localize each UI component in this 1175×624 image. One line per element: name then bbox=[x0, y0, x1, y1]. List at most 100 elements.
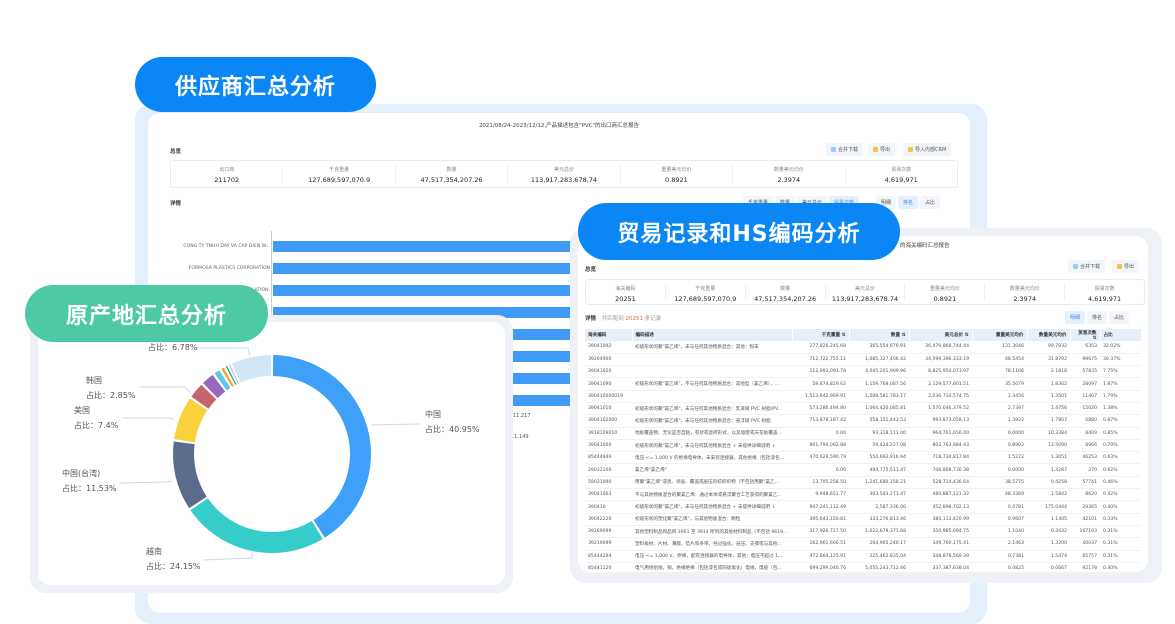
table-cell: 0.3432 bbox=[1027, 525, 1070, 539]
summary-cell: 数量美元均价 2.3974 bbox=[985, 284, 1066, 303]
table-row[interactable]: 39219099 塑料板材、片材、薄膜、箔片和条带，经过强化、层压、支撑或与其他.… bbox=[585, 537, 1141, 551]
table-cell: 78.1106 bbox=[972, 365, 1027, 379]
table-cell: 7.75% bbox=[1100, 365, 1141, 379]
origin-analysis-badge: 原产地汇总分析 bbox=[25, 285, 268, 342]
table-cell: 1.3456 bbox=[972, 390, 1027, 403]
table-cell: 32.02% bbox=[1100, 341, 1141, 354]
table-cell: 氯乙烯"氯乙烯" bbox=[632, 463, 792, 477]
table-row[interactable]: 39041000 初级形状的聚"氯乙烯"，未与任何其他物质混合 + 未提供详细说明… bbox=[585, 439, 1141, 453]
table-cell: 57741 bbox=[1070, 476, 1100, 490]
summary-value: 2.3974 bbox=[777, 176, 801, 184]
supplier-overview-label: 总览 bbox=[170, 149, 182, 155]
summary-label: 出口商 bbox=[219, 167, 235, 173]
column-header[interactable]: 美元总价 ⇅ bbox=[909, 329, 973, 341]
table-cell: 390410000019 bbox=[585, 390, 632, 403]
table-cell: 993,873,058.13 bbox=[909, 414, 972, 428]
table-cell: 59,874,829.62 bbox=[792, 377, 849, 391]
column-header[interactable]: 数量 ⇅ bbox=[849, 329, 910, 341]
table-cell: 1,022,679,371.68 bbox=[849, 525, 909, 539]
table-row[interactable]: 39041003 不与其他物质混合的聚氯乙烯：通过本体或悬浮聚合工艺获得的聚氯乙.… bbox=[585, 488, 1141, 502]
column-header[interactable]: 占比 bbox=[1100, 329, 1142, 341]
tab-view-tabs[interactable]: 排名 bbox=[1087, 311, 1108, 324]
summary-value: 0.8921 bbox=[933, 295, 957, 303]
table-row[interactable]: 39042220 初级形状的塑化聚"氯乙烯"，与其他物质混合：颗粒 395,643,… bbox=[585, 513, 1141, 526]
table-row[interactable]: 39204900 712,722,755.11 1,085,327,406.42 34… bbox=[585, 353, 1141, 367]
trade-analysis-badge: 贸易记录和HS编码分析 bbox=[578, 203, 900, 260]
column-header[interactable]: 海关编码 bbox=[585, 329, 633, 341]
table-cell: 8966 bbox=[1070, 439, 1100, 453]
table-cell: 29365 bbox=[1070, 500, 1100, 514]
import-crm-button[interactable]: 导入内部CRM bbox=[903, 143, 952, 156]
table-cell: 0.4781 bbox=[972, 500, 1027, 514]
table-cell: 11407 bbox=[1070, 390, 1100, 403]
summary-value: 4,619,971 bbox=[884, 176, 918, 184]
tab-view-tabs[interactable]: 排名 bbox=[898, 196, 919, 209]
table-cell: 1,064,420,085.81 bbox=[849, 402, 909, 416]
table-cell: 0.85% bbox=[1100, 427, 1141, 440]
table-cell: 28097 bbox=[1070, 377, 1100, 391]
table-row[interactable]: 85441120 电气用绕组线，铜，绝缘绝缘（包括漆包或阳极氧化）电线，电缆（包.… bbox=[585, 562, 1141, 572]
table-row[interactable]: 39041092 初级形状的聚"氯乙烯"，未与任何其他物质混合：其他：粉末 277,… bbox=[585, 341, 1141, 354]
slice-percent: 占比：40.95% bbox=[425, 425, 480, 434]
import-icon bbox=[908, 147, 913, 152]
bar-label: CONG TY TNHH DAY VA CAP DIEN W... bbox=[183, 244, 270, 249]
trade-overview-label: 总览 bbox=[585, 267, 597, 273]
summary-label: 千克重量 bbox=[329, 167, 350, 173]
table-row[interactable]: 39041020 112,993,091.78 4,045,201,909.96 8,… bbox=[585, 365, 1141, 379]
supplier-analysis-badge: 供应商汇总分析 bbox=[135, 57, 376, 112]
table-cell: 348,878,569.39 bbox=[909, 550, 972, 563]
column-header[interactable]: 千克重量 ⇅ bbox=[792, 329, 850, 341]
table-cell: 13,705,258.50 bbox=[792, 476, 849, 490]
column-header[interactable]: 重量美元均价 bbox=[972, 329, 1028, 341]
summary-cell: 数量 47,517,354,207.26 bbox=[396, 165, 509, 184]
table-cell: 9,948,651.77 bbox=[792, 488, 849, 502]
summary-cell: 千克重量 127,689,597,070.9 bbox=[666, 284, 746, 303]
hs-code-table: 海关编码 编码描述 千克重量 ⇅ 数量 ⇅ 美元总价 ⇅ 重量美元均价 数量美元均价 贸易次数… bbox=[585, 329, 1142, 572]
table-cell: 350,985,094.75 bbox=[909, 525, 972, 539]
table-cell: 30.37% bbox=[1100, 353, 1141, 367]
trade-summary: 海关编码 20251 千克重量 127,689,597,070.9 数量 47,517,3… bbox=[585, 279, 1145, 305]
table-cell: 390410 bbox=[585, 500, 632, 514]
bar-label: FORMOSA PLASTICS CORPORATION bbox=[188, 266, 270, 271]
export-button[interactable]: 导出 bbox=[868, 143, 896, 156]
table-row[interactable]: 390410 初级形状的聚"氯乙烯"，未与任何其他物质混合 + 未提供详细说明 +… bbox=[585, 500, 1141, 514]
table-row[interactable]: 39041090 初级形状的聚"氯乙烯"，不与任何其他物质混合：其他型（氯乙烯），… bbox=[585, 377, 1141, 391]
table-cell: 802,763,984.43 bbox=[909, 439, 972, 453]
merge-download-button[interactable]: 合并下载 bbox=[826, 143, 864, 156]
table-cell: 480,887,121.32 bbox=[909, 488, 972, 502]
column-header[interactable]: 编码描述 bbox=[632, 329, 793, 341]
table-row[interactable]: 85444294 电压 <= 1,000 V，绝缘，配有连接器的电导体，其他：电压… bbox=[585, 550, 1141, 563]
slice-percent: 占比：11.53% bbox=[62, 484, 117, 493]
table-row[interactable]: 29032100 氯乙烯"氯乙烯" 0.00 494,775,511.47 706,86… bbox=[585, 463, 1141, 477]
tab-view-tabs[interactable]: 占比 bbox=[1109, 311, 1130, 324]
table-cell: 0.31% bbox=[1100, 550, 1141, 563]
table-cell: 1,159,768,087.56 bbox=[849, 377, 909, 391]
summary-cell: 贸易次数 4,619,971 bbox=[1065, 284, 1144, 303]
table-row[interactable]: 3918109010 地板覆盖物、无论是否自粘，卷状或瓷砖形式，以及墙壁或天花板覆… bbox=[585, 427, 1141, 440]
column-header[interactable]: 数量美元均价 bbox=[1027, 329, 1071, 341]
table-row[interactable]: 3904102000 初级形状的聚"氯乙烯"，未与任何其他物质混合：悬浮级 PVC… bbox=[585, 414, 1141, 428]
export-button[interactable]: 导出 bbox=[1112, 260, 1140, 273]
summary-label: 美元总价 bbox=[553, 167, 574, 173]
tab-view-tabs[interactable]: 明细 bbox=[1065, 311, 1086, 324]
column-header[interactable]: 贸易次数 ⇅ bbox=[1070, 329, 1101, 341]
table-cell: 0.0000 bbox=[972, 463, 1027, 477]
donut-label: 中国(台湾) 占比：11.53% bbox=[62, 466, 117, 496]
table-row[interactable]: 85444949 电压 <= 1,000 V 的绝缘电导体，未安装连接器，其他绝缘… bbox=[585, 451, 1141, 465]
summary-label: 千克重量 bbox=[695, 286, 716, 292]
merge-download-button[interactable]: 合并下载 bbox=[1068, 260, 1106, 273]
table-row[interactable]: 39269099 其他塑料制品和品目 3901 至 3914 所列的其他材料制品（… bbox=[585, 525, 1141, 539]
table-row[interactable]: 390410000019 1,513,642,969.91 1,508,581,78… bbox=[585, 390, 1141, 403]
table-row[interactable]: 59031090 用聚"氯乙烯"浸渍、涂层、覆盖或层压的纺织织物（不包括用聚"氯乙… bbox=[585, 476, 1141, 490]
table-cell: 59,424,227.08 bbox=[849, 439, 909, 453]
table-cell: 6880 bbox=[1070, 414, 1100, 428]
trade-report-title: 的海关编码汇总报告 bbox=[900, 243, 950, 249]
table-row[interactable]: 39041010 初级形状的聚"氯乙烯"，未与任何其他物质混合：乳液级 PVC 树… bbox=[585, 402, 1141, 416]
tab-view-tabs[interactable]: 占比 bbox=[920, 196, 941, 209]
table-cell: 365,554,676.91 bbox=[849, 341, 909, 354]
trade-detail-label: 详情 共匹配到 20251 条记录 bbox=[585, 316, 662, 322]
table-cell: 初级形状的聚"氯乙烯"，未与任何其他物质混合 + 未提供详细说明 + bbox=[632, 439, 792, 453]
table-cell: 964,761,656.00 bbox=[909, 427, 972, 440]
trade-panel: 的海关编码汇总报告 总览 合并下载 导出 海关编码 20251 千克重量 127,68… bbox=[578, 236, 1148, 572]
table-cell: 0.9607 bbox=[972, 513, 1027, 526]
